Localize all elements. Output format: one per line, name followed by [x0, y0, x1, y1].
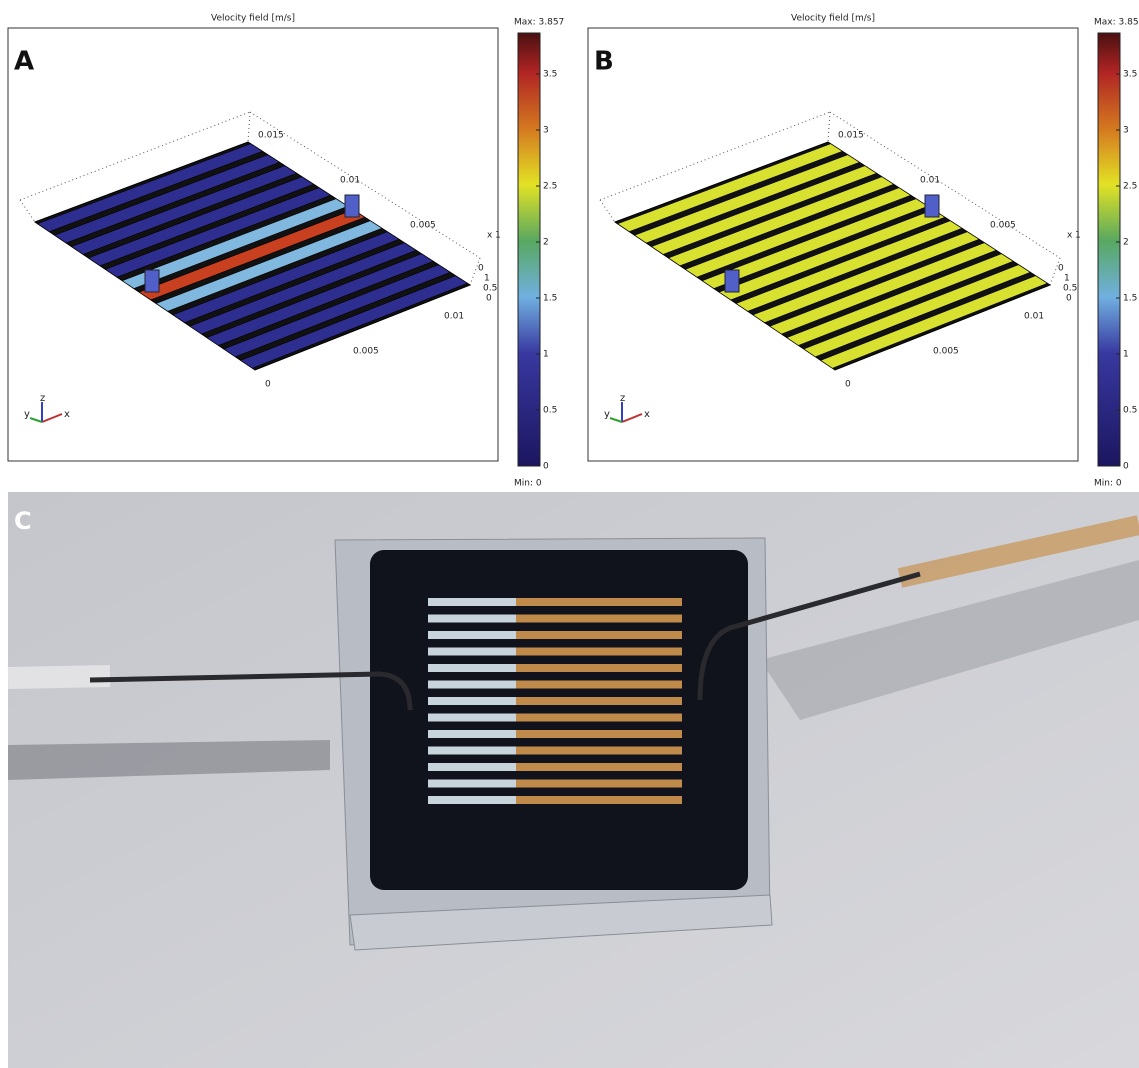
- axis-label: x 1: [1067, 231, 1081, 241]
- figure-svg: C Velocity field [m/s] A 0.015 0.01 0.005 x 1…: [0, 0, 1139, 1068]
- panel-label: C: [14, 507, 32, 535]
- channel-dyed: [516, 780, 682, 788]
- colorbar-tick-label: 3.5: [1123, 70, 1137, 80]
- channel-dyed: [516, 648, 682, 656]
- triad-label: y: [604, 409, 610, 420]
- axis-label: 0: [486, 294, 492, 304]
- colorbar-tick-label: 1.5: [1123, 294, 1137, 304]
- axis-label: 0.005: [933, 347, 959, 357]
- axis-label: 0.005: [353, 347, 379, 357]
- axis-label: 0: [478, 264, 484, 274]
- colorbar-tick-label: 1.5: [543, 294, 557, 304]
- plot-panel: Velocity field [m/s]A0.0150.010.005x 101…: [8, 14, 564, 489]
- panel-label: A: [14, 47, 34, 77]
- colorbar-tick-label: 3.5: [543, 70, 557, 80]
- channel-dyed: [516, 664, 682, 672]
- channel-dyed: [516, 697, 682, 705]
- triad-label: z: [40, 393, 45, 404]
- axis-label: 0.01: [920, 176, 940, 186]
- axis-label: 0: [1066, 294, 1072, 304]
- colorbar-tick-label: 0: [1123, 462, 1129, 472]
- channel-clear: [428, 664, 516, 672]
- colorbar-max: Max: 3.857: [1094, 18, 1139, 28]
- colorbar-min: Min: 0: [1094, 479, 1122, 489]
- plot-title: Velocity field [m/s]: [791, 14, 875, 24]
- colorbar-tick-label: 2: [543, 238, 549, 248]
- colorbar-tick-label: 0: [543, 462, 549, 472]
- channel-dyed: [516, 681, 682, 689]
- axis-label: 0.005: [410, 221, 436, 231]
- colorbar-tick-label: 2.5: [543, 182, 557, 192]
- channel-clear: [428, 697, 516, 705]
- colorbar: [518, 33, 540, 466]
- triad-label: z: [620, 393, 625, 404]
- colorbar-min: Min: 0: [514, 479, 542, 489]
- channel-clear: [428, 631, 516, 639]
- triad-label: x: [644, 409, 650, 420]
- colorbar-tick-label: 2.5: [1123, 182, 1137, 192]
- panel-label: B: [594, 47, 614, 77]
- channel-dyed: [516, 763, 682, 771]
- axis-label: 0.01: [1024, 312, 1044, 322]
- triad-label: x: [64, 409, 70, 420]
- plot-title: Velocity field [m/s]: [211, 14, 295, 24]
- channel-clear: [428, 780, 516, 788]
- port: [725, 270, 739, 292]
- figure: C Velocity field [m/s] A 0.015 0.01 0.005 x 1…: [0, 0, 1139, 1068]
- channel-clear: [428, 730, 516, 738]
- axis-label: 0: [265, 380, 271, 390]
- channel-clear: [428, 763, 516, 771]
- channel-dyed: [516, 598, 682, 606]
- channel-clear: [428, 796, 516, 804]
- colorbar-tick-label: 1: [1123, 350, 1129, 360]
- colorbar-tick-label: 0.5: [1123, 406, 1137, 416]
- channel-dyed: [516, 631, 682, 639]
- colorbar-tick-label: 2: [1123, 238, 1129, 248]
- axis-label: 0.015: [258, 131, 284, 141]
- channel-clear: [428, 681, 516, 689]
- channel-clear: [428, 598, 516, 606]
- axis-label: 0.5: [1063, 284, 1077, 294]
- axis-label: 1: [484, 274, 490, 284]
- channel-dyed: [516, 730, 682, 738]
- axis-label: 1: [1064, 274, 1070, 284]
- photo: C: [8, 492, 1139, 1068]
- axis-label: 0.5: [483, 284, 497, 294]
- channel-clear: [428, 747, 516, 755]
- axis-label: x 1: [487, 231, 501, 241]
- port: [345, 195, 359, 217]
- colorbar: [1098, 33, 1120, 466]
- channel-dyed: [516, 615, 682, 623]
- channel-dyed: [516, 796, 682, 804]
- channel-dyed: [516, 714, 682, 722]
- colorbar-tick-label: 0.5: [543, 406, 557, 416]
- axis-label: 0.01: [444, 312, 464, 322]
- port: [925, 195, 939, 217]
- channel-clear: [428, 615, 516, 623]
- axis-label: 0.015: [838, 131, 864, 141]
- colorbar-tick-label: 3: [1123, 126, 1129, 136]
- axis-label: 0.01: [340, 176, 360, 186]
- port: [145, 270, 159, 292]
- channel-clear: [428, 714, 516, 722]
- axis-label: 0.005: [990, 221, 1016, 231]
- channel-dyed: [516, 747, 682, 755]
- colorbar-max: Max: 3.857: [514, 18, 564, 28]
- axis-label: 0: [845, 380, 851, 390]
- triad-label: y: [24, 409, 30, 420]
- colorbar-tick-label: 3: [543, 126, 549, 136]
- colorbar-tick-label: 1: [543, 350, 549, 360]
- axis-label: 0: [1058, 264, 1064, 274]
- channel-clear: [428, 648, 516, 656]
